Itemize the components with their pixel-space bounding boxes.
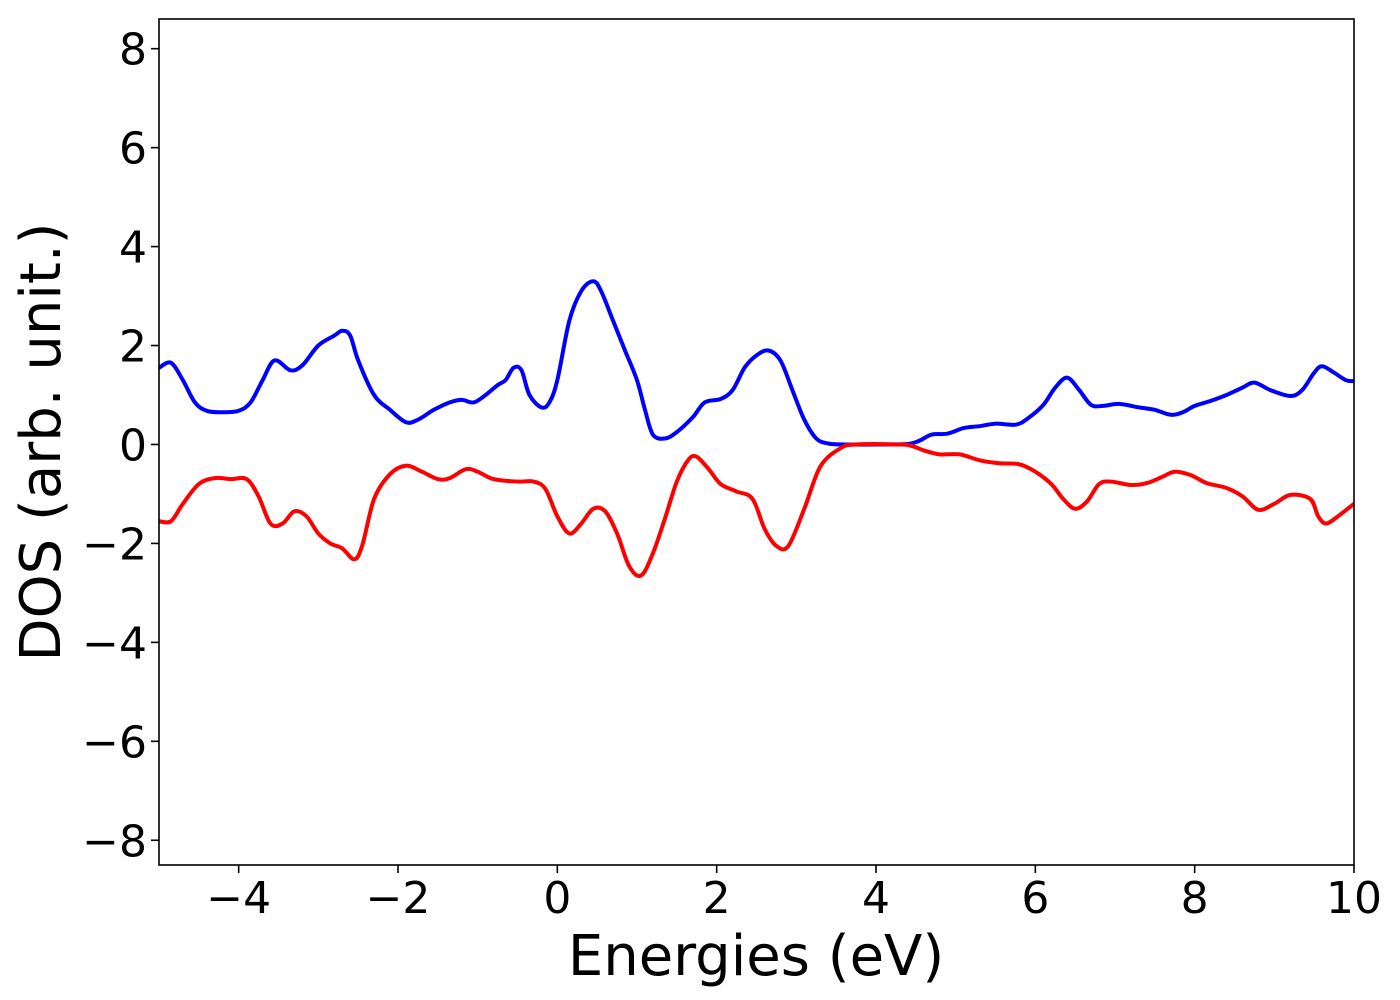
y-tick-label: −2 — [82, 519, 147, 570]
x-tick-label: −4 — [206, 873, 271, 924]
x-tick-label: 6 — [1021, 873, 1049, 924]
x-tick-label: 10 — [1326, 873, 1382, 924]
plot-frame — [158, 18, 1355, 866]
series-line-2 — [159, 442, 1354, 579]
x-tick-label: 2 — [703, 873, 731, 924]
ticks-layer: −4 −2 0 2 4 6 8 10 8 6 4 2 0 −2 −4 −6 −8 — [82, 25, 1382, 924]
x-tick-label: 4 — [862, 873, 890, 924]
series-layer — [159, 279, 1354, 579]
y-tick-label: 2 — [119, 322, 147, 373]
y-tick-label: −6 — [82, 717, 147, 768]
y-tick-label: −4 — [82, 618, 147, 669]
y-tick-label: 4 — [119, 223, 147, 274]
y-axis-label: DOS (arb. unit.) — [9, 222, 74, 661]
series-line-1 — [159, 279, 1354, 447]
y-tick-label: 8 — [119, 25, 147, 76]
x-tick-label: 8 — [1181, 873, 1209, 924]
y-tick-label: −8 — [82, 816, 147, 867]
x-tick-label: −2 — [366, 873, 431, 924]
x-tick-label: 0 — [543, 873, 571, 924]
y-tick-label: 0 — [119, 420, 147, 471]
x-axis-label: Energies (eV) — [568, 924, 944, 989]
y-tick-label: 6 — [119, 124, 147, 175]
